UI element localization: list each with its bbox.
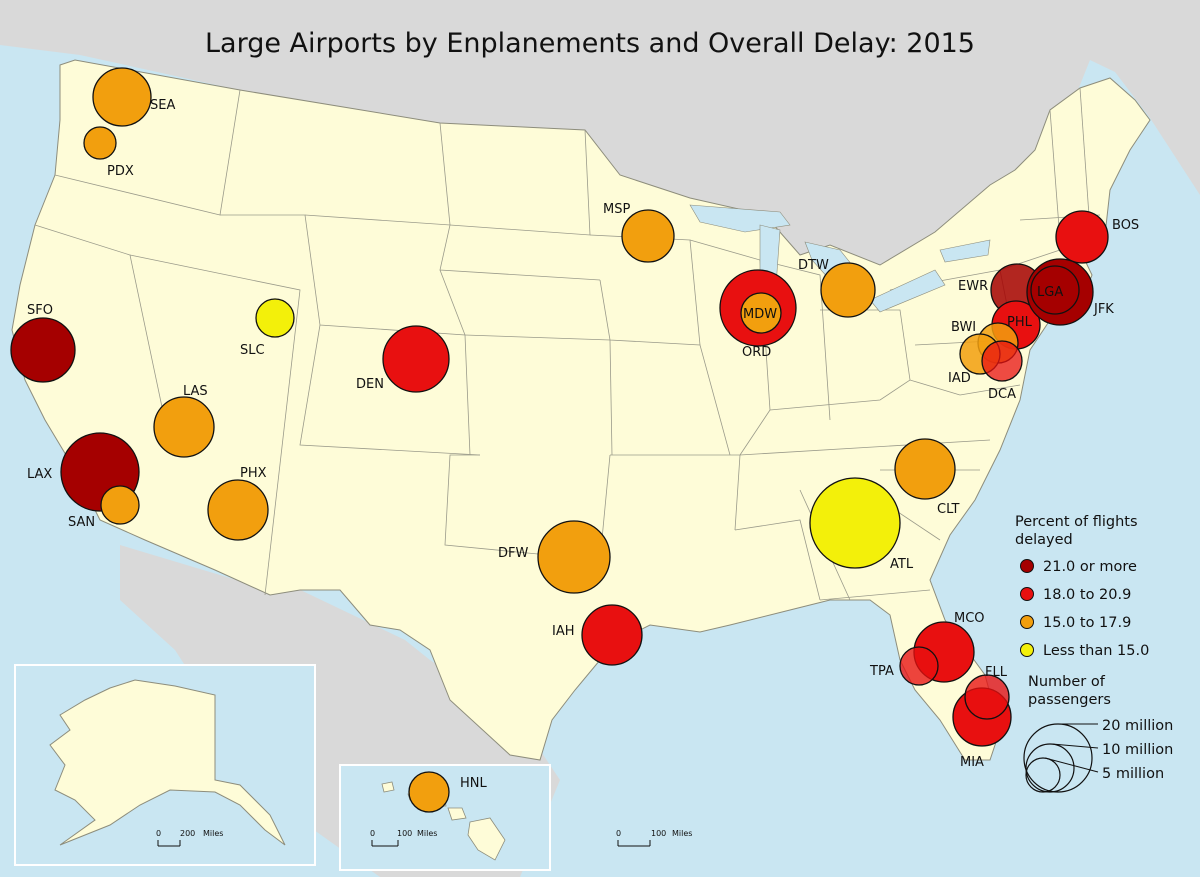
scale-mainland-unit: Miles: [672, 829, 692, 838]
label-mdw: MDW: [743, 307, 777, 322]
bubble-dfw: [537, 520, 611, 594]
legend-label-15-179: 15.0 to 17.9: [1043, 615, 1131, 631]
label-den: DEN: [356, 377, 384, 392]
label-clt: CLT: [937, 502, 960, 517]
state-borders: [34, 87, 1101, 601]
legend-swatch-15-179: [1020, 615, 1034, 629]
bubble-san: [100, 485, 140, 525]
bubble-sea: [92, 67, 152, 127]
label-phl: PHL: [1007, 315, 1033, 330]
bubble-las: [153, 396, 215, 458]
bubble-lga: [1030, 265, 1080, 315]
bubble-sfo: [10, 317, 76, 383]
scale-alaska-dist: 200: [180, 829, 195, 838]
label-ord: ORD: [742, 345, 771, 360]
legend-size-leader-10m: [1051, 743, 1099, 749]
scale-bar-mainland: 0 100 Miles: [616, 829, 692, 847]
label-slc: SLC: [240, 343, 265, 358]
scale-mainland-dist: 100: [651, 829, 666, 838]
bubble-slc: [255, 298, 295, 338]
label-sea: SEA: [150, 98, 175, 113]
bubble-den: [382, 325, 450, 393]
label-pdx: PDX: [107, 164, 134, 179]
label-hnl: HNL: [460, 776, 488, 791]
bubble-atl: [809, 477, 901, 569]
scale-alaska-unit: Miles: [203, 829, 223, 838]
legend-swatch-lt-15: [1020, 643, 1034, 657]
label-lax: LAX: [27, 467, 52, 482]
legend-size-title-line1: Number of: [1028, 674, 1106, 690]
contiguous-us-land: [11, 59, 1151, 761]
scale-hawaii-zero: 0: [370, 829, 375, 838]
legend-size-circle-20m: [1023, 723, 1093, 793]
label-fll: FLL: [985, 665, 1008, 680]
scale-hawaii-dist: 100: [397, 829, 412, 838]
label-dfw: DFW: [498, 546, 528, 561]
scale-bar-alaska: 0 200 Miles: [156, 829, 223, 847]
scale-hawaii-unit: Miles: [417, 829, 437, 838]
color-legend: Percent of flights delayed 21.0 or more …: [1015, 514, 1149, 659]
bubble-fll: [964, 674, 1010, 720]
legend-swatch-18-209: [1020, 587, 1034, 601]
scale-alaska-zero: 0: [156, 829, 161, 838]
legend-label-lt-15: Less than 15.0: [1043, 643, 1149, 659]
legend-size-label-20m: 20 million: [1102, 718, 1173, 734]
label-ewr: EWR: [958, 279, 988, 294]
label-phx: PHX: [240, 466, 267, 481]
bubble-tpa: [899, 646, 939, 686]
label-bwi: BWI: [951, 320, 976, 335]
scale-mainland-zero: 0: [616, 829, 621, 838]
label-msp: MSP: [603, 202, 630, 217]
airport-labels: SEA PDX SFO LAX SAN LAS PHX SLC DEN MSP …: [27, 98, 1139, 791]
size-legend: Number of passengers 20 million 10 milli…: [1023, 674, 1173, 793]
bubble-phx: [207, 479, 269, 541]
bubble-msp: [621, 209, 675, 263]
legend-size-leader-5m: [1044, 757, 1099, 773]
bubble-mdw: [740, 292, 782, 334]
hawaii-inset-frame: [339, 764, 551, 871]
label-atl: ATL: [890, 557, 914, 572]
label-iah: IAH: [552, 624, 575, 639]
alaska-land: [49, 679, 286, 846]
legend-size-circle-10m: [1025, 743, 1075, 793]
label-jfk: JFK: [1093, 302, 1114, 317]
label-dca: DCA: [988, 387, 1016, 402]
legend-color-title-line2: delayed: [1015, 532, 1073, 548]
label-tpa: TPA: [869, 664, 894, 679]
canada-land: [0, 0, 1200, 290]
label-las: LAS: [183, 384, 208, 399]
bubble-pdx: [83, 126, 117, 160]
scale-bar-hawaii: 0 100 Miles: [370, 829, 437, 847]
legend-label-21-plus: 21.0 or more: [1043, 559, 1137, 575]
bubble-hnl: [408, 771, 450, 813]
label-bos: BOS: [1112, 218, 1139, 233]
label-iad: IAD: [948, 371, 971, 386]
bubble-dtw: [820, 262, 876, 318]
label-mco: MCO: [954, 611, 985, 626]
legend-size-label-10m: 10 million: [1102, 742, 1173, 758]
legend-size-title-line2: passengers: [1028, 692, 1111, 708]
label-san: SAN: [68, 515, 95, 530]
legend-size-circle-5m: [1025, 757, 1061, 793]
label-dtw: DTW: [798, 258, 829, 273]
legend-swatch-21-plus: [1020, 559, 1034, 573]
airport-bubbles: [10, 67, 1109, 813]
bubble-clt: [894, 438, 956, 500]
legend-size-label-5m: 5 million: [1102, 766, 1164, 782]
label-sfo: SFO: [27, 303, 53, 318]
label-mia: MIA: [960, 755, 984, 770]
legend-label-18-209: 18.0 to 20.9: [1043, 587, 1131, 603]
bubble-iah: [581, 604, 643, 666]
bubble-dca: [981, 340, 1023, 382]
map-title: Large Airports by Enplanements and Overa…: [205, 28, 975, 59]
label-lga: LGA: [1037, 285, 1063, 300]
legend-color-title-line1: Percent of flights: [1015, 514, 1138, 530]
bubble-bos: [1055, 210, 1109, 264]
